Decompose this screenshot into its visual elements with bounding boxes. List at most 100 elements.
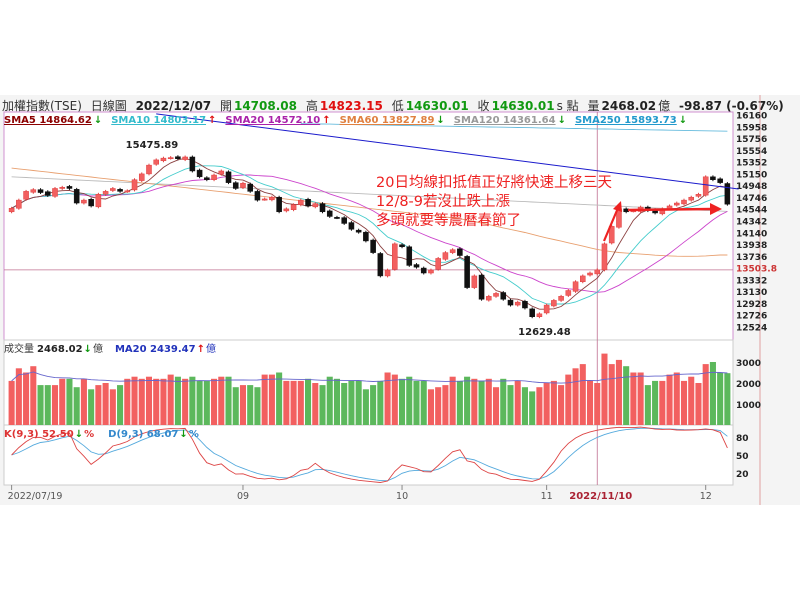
candle (146, 164, 152, 175)
ma-legend-item[interactable]: SMA10 14803.17 (111, 115, 206, 126)
candle (138, 173, 145, 181)
volume-bar (680, 380, 688, 425)
candle (298, 199, 304, 206)
candle (312, 203, 319, 208)
candle (355, 229, 362, 233)
candle (326, 210, 333, 217)
unit-label: s 點 (556, 99, 579, 113)
volume-bar (247, 385, 254, 425)
volume-bar (565, 374, 572, 425)
candle (572, 281, 579, 292)
quote-date: 2022/12/07 (135, 99, 212, 113)
ma-legend-item[interactable]: SMA20 14572.10 (225, 115, 320, 126)
candle (608, 226, 615, 244)
volume-bar (290, 380, 297, 425)
candle (95, 194, 102, 208)
high-price-label: 15475.89 (126, 140, 179, 151)
volume-bar (160, 378, 167, 425)
volume-bar (615, 359, 622, 425)
volume-bar (254, 387, 261, 425)
volume-unit: 億 (658, 99, 671, 113)
candle (449, 249, 456, 253)
volume-bar (15, 368, 22, 425)
sma5-line (11, 157, 728, 310)
candle (551, 300, 557, 307)
ma-legend-item[interactable]: SMA5 14864.62 (4, 115, 92, 126)
annotation-arrowhead (710, 203, 722, 215)
volume-bar (673, 372, 680, 425)
volume-bar (362, 389, 369, 425)
candle (413, 264, 420, 268)
d-unit: % (189, 429, 199, 440)
down-arrow-icon: ↓ (75, 429, 83, 440)
volume-bar (117, 385, 124, 425)
volume-bar (305, 378, 312, 425)
volume-bar (268, 374, 275, 425)
volume-bar (145, 376, 153, 425)
close-value: 14630.01 (491, 99, 555, 113)
volume-bar (95, 385, 102, 425)
candle (81, 199, 87, 204)
volume-bar (391, 374, 398, 425)
candle (363, 231, 369, 242)
kd-tick-label: 20 (736, 470, 749, 480)
volume-bar (370, 385, 377, 425)
candle (44, 191, 51, 196)
volume-bar (261, 374, 268, 425)
candle (536, 313, 543, 317)
price-tick-label: 13736 (736, 253, 767, 263)
volume-bar (471, 378, 478, 425)
volume-bar (232, 387, 239, 425)
volume-bar (724, 373, 731, 425)
volume-bar (80, 378, 87, 425)
volume-bar (211, 378, 218, 425)
candle (384, 269, 391, 277)
volume-bar (413, 380, 420, 425)
annotation-text: 多頭就要等農曆春節了 (376, 211, 521, 229)
volume-bar (174, 376, 181, 425)
candle (428, 269, 434, 274)
up-arrow-icon: ↑ (197, 344, 205, 355)
candle (319, 203, 326, 213)
ma-legend-item[interactable]: SMA60 13827.89 (340, 115, 435, 126)
volume-bar (283, 380, 290, 425)
volume-bar (189, 376, 196, 425)
volume-ma20-line (11, 371, 728, 384)
candle (334, 217, 340, 219)
k-line (11, 426, 728, 483)
volume-bar (23, 372, 30, 425)
price-tick-label: 16160 (736, 112, 767, 122)
sma10-line (11, 165, 728, 305)
candle (160, 157, 167, 162)
k-legend: K(9,3) 52.50 (4, 429, 74, 440)
candle (710, 176, 716, 180)
candle (392, 243, 398, 270)
kd-panel (3, 424, 734, 486)
volume-bar (608, 364, 615, 425)
candle (167, 157, 174, 160)
ma-legend-item[interactable]: SMA120 14361.64 (454, 115, 556, 126)
candle (464, 256, 470, 288)
candle (594, 269, 601, 275)
candle (486, 296, 492, 301)
volume-tick-label: 1000 (736, 401, 761, 411)
trend-arrow-icon: ↓ (679, 115, 687, 126)
candle (8, 208, 15, 213)
price-panel (3, 111, 734, 341)
volume-bar (420, 380, 427, 425)
volume-bar (521, 387, 528, 425)
volume-bar (59, 378, 66, 425)
candle (261, 198, 268, 201)
period-label[interactable]: 日線圖 (90, 99, 127, 113)
volume-bar (637, 372, 644, 425)
trendline (156, 113, 739, 190)
volume-bar (124, 378, 131, 425)
volume-bar (319, 385, 326, 425)
candle (370, 239, 376, 253)
ma-legend-item[interactable]: SMA250 15893.73 (575, 115, 677, 126)
x-tick-label: 12 (700, 491, 712, 502)
volume-bar (543, 383, 550, 425)
volume-bar (435, 387, 442, 425)
candle (66, 186, 73, 189)
